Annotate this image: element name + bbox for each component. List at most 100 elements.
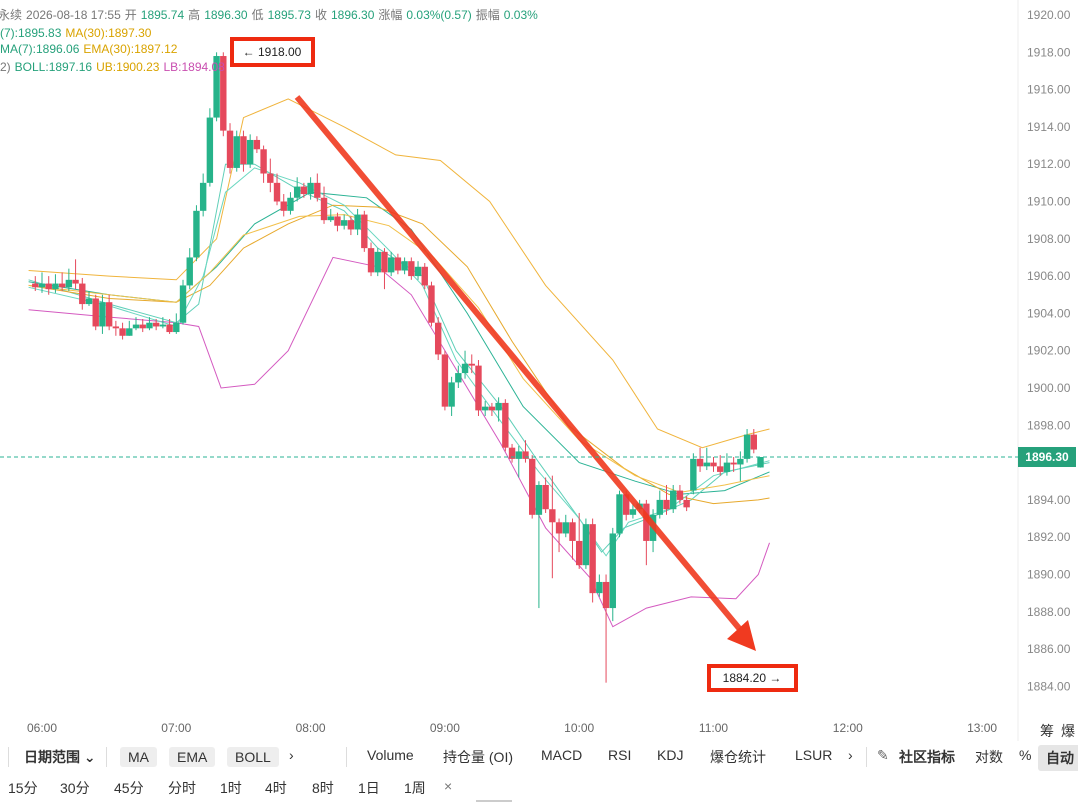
time-tick-label: 08:00 — [296, 721, 326, 735]
timeframe-1w[interactable]: 1周 — [404, 780, 426, 796]
time-tick-label: 11:00 — [699, 721, 728, 735]
tab-open-interest[interactable]: 持仓量 (OI) — [443, 749, 513, 765]
liquidation-button[interactable]: 爆 — [1061, 723, 1075, 739]
percent-scale-toggle[interactable]: % — [1019, 747, 1032, 763]
candle-body — [213, 56, 220, 118]
chevron-right-icon[interactable]: › — [289, 747, 294, 763]
candle-body — [354, 214, 361, 230]
candle-body — [146, 322, 153, 329]
info-item: 低 — [251, 8, 264, 22]
candle-body — [549, 509, 556, 523]
timeframe-line[interactable]: 分时 — [168, 780, 196, 796]
time-axis: 06:00 07:00 08:00 09:00 10:00 11:00 12:00 13:00 — [27, 721, 997, 735]
candle-body — [448, 382, 455, 407]
chevron-right-icon[interactable]: › — [848, 747, 853, 763]
tab-macd[interactable]: MACD — [541, 747, 583, 763]
toolbar-divider — [106, 747, 107, 767]
info-item: 开 — [124, 8, 137, 22]
info-item: 2) — [0, 60, 11, 74]
timeframe-1d[interactable]: 1日 — [358, 780, 380, 796]
info-item: 0.03% — [503, 8, 538, 22]
date-range-selector[interactable]: 日期范围 ⌄ — [24, 749, 96, 765]
candle-body — [186, 257, 193, 286]
log-scale-toggle[interactable]: 对数 — [975, 749, 1003, 765]
timeframe-bar: 15分 30分 45分 分时 1时 4时 8时 1日 1周 × — [0, 773, 1078, 802]
candle-body — [280, 201, 287, 211]
current-price-bg — [1018, 447, 1076, 468]
candle-body — [468, 363, 475, 366]
edit-icon: ✎ — [877, 747, 889, 763]
info-item: 2026-08-18 17:55 — [26, 8, 121, 22]
overlay-ma-button[interactable]: MA — [120, 747, 157, 767]
time-tick-label: 07:00 — [161, 721, 191, 735]
timeframe-45m[interactable]: 45分 — [114, 780, 144, 796]
close-icon[interactable]: × — [444, 778, 453, 794]
trend-arrow — [294, 95, 756, 651]
candle-body — [576, 540, 583, 566]
candle-body — [173, 322, 180, 333]
info-item: EMA(30):1897.12 — [83, 42, 178, 56]
tab-lsur[interactable]: LSUR — [795, 747, 833, 763]
info-item: UB:1900.23 — [96, 60, 160, 74]
candle-body — [72, 279, 79, 284]
boll-info-line: 2) BOLL:1897.16 UB:1900.23 LB:1894.08 — [0, 60, 229, 74]
candles — [32, 52, 764, 683]
tab-liquidation-stats[interactable]: 爆仓统计 — [710, 749, 766, 765]
candle-body — [441, 354, 449, 407]
candle-body — [670, 490, 677, 510]
community-indicators-button[interactable]: 社区指标 — [899, 749, 955, 765]
candle-body — [616, 494, 623, 534]
candle-body — [475, 365, 482, 411]
candle-body — [45, 283, 52, 290]
timeframe-1h[interactable]: 1时 — [220, 780, 242, 796]
timeframe-15m[interactable]: 15分 — [8, 780, 38, 796]
current-price-label: 1896.30 — [1025, 450, 1069, 464]
candle-body — [737, 458, 744, 465]
candle-body — [401, 261, 408, 271]
timeframe-30m[interactable]: 30分 — [60, 780, 90, 796]
candle-body — [569, 522, 576, 541]
overlay-ema-button[interactable]: EMA — [169, 747, 216, 767]
price-chart[interactable]: 1920.00 1918.00 1916.00 1914.00 1912.00 1910.… — [0, 0, 1078, 741]
overlay-boll-button[interactable]: BOLL — [227, 747, 279, 767]
tab-rsi[interactable]: RSI — [608, 747, 632, 763]
candle-body — [488, 406, 496, 411]
candle-body — [347, 220, 355, 230]
timeframe-4h[interactable]: 4时 — [265, 780, 287, 796]
high-label-box — [230, 37, 315, 67]
price-tick-label: 1918.00 — [1027, 45, 1071, 59]
candle-body — [629, 509, 637, 515]
candle-body — [609, 533, 616, 609]
candle-body — [555, 522, 563, 534]
candle-body — [408, 261, 415, 277]
auto-scale-toggle[interactable]: 自动 — [1038, 745, 1078, 771]
time-tick-label: 09:00 — [430, 721, 460, 735]
candle-body — [79, 283, 86, 305]
candle-body — [367, 248, 375, 273]
candle-body — [220, 56, 227, 131]
candle-body — [65, 279, 73, 288]
candle-body — [300, 186, 308, 195]
candle-body — [334, 216, 341, 226]
ma-30-line — [28, 204, 770, 505]
candle-body — [320, 197, 328, 221]
candle-body — [193, 210, 200, 258]
tab-volume[interactable]: Volume — [367, 747, 414, 763]
candle-body — [105, 302, 113, 327]
info-item: MA(30):1897.30 — [65, 26, 152, 40]
candle-body — [515, 451, 522, 459]
candle-body — [703, 462, 710, 467]
timeframe-8h[interactable]: 8时 — [312, 780, 334, 796]
candle-body — [717, 466, 724, 472]
tab-kdj[interactable]: KDJ — [657, 747, 684, 763]
chips-button[interactable]: 筹 — [1040, 723, 1054, 739]
candle-body — [58, 283, 66, 288]
candle-body — [696, 458, 704, 467]
scroll-handle[interactable] — [476, 800, 512, 802]
low-label: 1884.20 → — [723, 671, 782, 685]
price-tick-label: 1900.00 — [1027, 381, 1071, 395]
high-annotation: ← 1918.00 — [230, 37, 315, 67]
candle-body — [206, 117, 214, 183]
candle-body — [750, 434, 757, 450]
candle-body — [152, 322, 160, 327]
